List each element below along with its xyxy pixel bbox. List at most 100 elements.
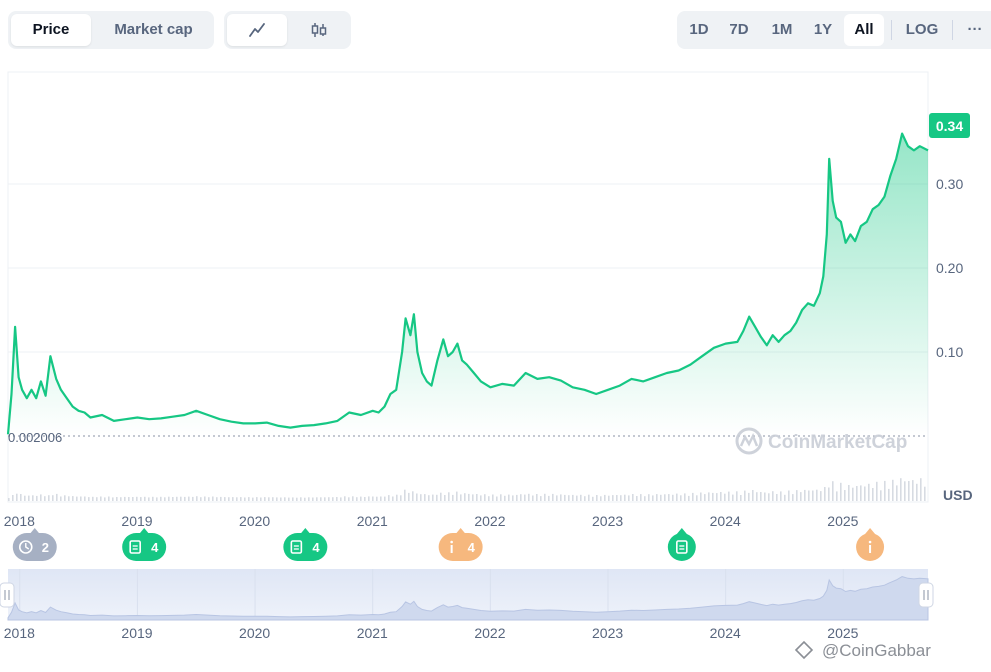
price-marketcap-toggle: Price Market cap <box>8 11 214 49</box>
range-1m-button[interactable]: 1M <box>771 21 793 38</box>
volume-bar <box>292 497 294 501</box>
volume-bar <box>648 494 650 501</box>
line-chart-button[interactable] <box>227 14 287 46</box>
volume-bar <box>752 490 754 501</box>
volume-bar <box>200 497 202 501</box>
volume-bar <box>400 495 402 501</box>
volume-bar <box>384 496 386 501</box>
currency-label: USD <box>943 487 973 503</box>
volume-bar <box>396 494 398 501</box>
volume-bar <box>880 490 882 501</box>
volume-bar <box>492 494 494 501</box>
volume-bar <box>276 497 278 501</box>
volume-bar <box>444 495 446 501</box>
volume-bar <box>452 494 454 501</box>
volume-bar <box>572 494 574 501</box>
volume-bar <box>544 493 546 501</box>
volume-bar <box>688 495 690 501</box>
volume-bar <box>568 495 570 501</box>
event-badge-info[interactable]: 4 <box>438 528 483 561</box>
volume-bar <box>808 490 810 501</box>
range-navigator[interactable] <box>0 569 934 621</box>
volume-bar <box>896 485 898 501</box>
volume-bar <box>244 497 246 501</box>
event-badge-document[interactable]: 4 <box>122 528 167 561</box>
volume-bar <box>148 497 150 501</box>
event-badge-info[interactable] <box>856 528 885 561</box>
volume-bar <box>788 490 790 501</box>
volume-bar <box>188 496 190 501</box>
volume-bar <box>460 494 462 501</box>
volume-bar <box>920 478 922 501</box>
volume-bar <box>76 496 78 501</box>
coinmarketcap-watermark: CoinMarketCap <box>735 427 907 455</box>
more-options-button[interactable]: ··· <box>967 21 983 38</box>
volume-bar <box>64 495 66 501</box>
event-badge-document[interactable]: 4 <box>283 528 328 561</box>
x-tick-label: 2020 <box>239 513 270 529</box>
volume-bar <box>324 497 326 501</box>
volume-bar <box>888 488 890 501</box>
range-7d-button[interactable]: 7D <box>729 21 749 38</box>
volume-bar <box>552 493 554 501</box>
navigator-right-handle[interactable] <box>918 582 934 608</box>
event-badge-history[interactable]: 2 <box>12 528 57 561</box>
range-1d-button[interactable]: 1D <box>689 21 709 38</box>
volume-bar <box>96 497 98 501</box>
volume-bar <box>644 496 646 501</box>
volume-bar <box>48 495 50 501</box>
volume-bar <box>108 496 110 501</box>
volume-bar <box>356 497 358 501</box>
volume-bar <box>296 497 298 501</box>
volume-bar <box>736 491 738 501</box>
volume-bar <box>100 496 102 501</box>
volume-bar <box>520 494 522 501</box>
y-axis: 0.10 0.20 0.30 <box>936 176 963 360</box>
price-line <box>6 132 929 435</box>
volume-bar <box>280 497 282 501</box>
navigator-left-handle[interactable] <box>0 582 15 608</box>
volume-bar <box>680 495 682 501</box>
volume-bar <box>832 481 834 501</box>
volume-bar <box>584 496 586 501</box>
info-icon <box>868 540 872 553</box>
event-markers: 2 4 4 4 <box>12 528 885 561</box>
volume-bar <box>380 496 382 501</box>
volume-bar <box>536 494 538 501</box>
navigator-x-tick-label: 2023 <box>592 625 623 641</box>
volume-bar <box>484 494 486 501</box>
volume-bar <box>628 495 630 501</box>
volume-bar <box>140 497 142 501</box>
volume-bar <box>548 495 550 501</box>
volume-bar <box>512 495 514 501</box>
range-all-button[interactable]: All <box>844 14 884 46</box>
volume-bar <box>348 497 350 501</box>
volume-bar <box>784 494 786 501</box>
volume-bar <box>576 495 578 501</box>
volume-bar <box>844 490 846 501</box>
range-1y-button[interactable]: 1Y <box>813 21 833 38</box>
volume-bar <box>640 494 642 501</box>
volume-bar <box>224 497 226 501</box>
chart-style-toggle <box>224 11 351 49</box>
price-tab[interactable]: Price <box>11 14 91 46</box>
event-count: 4 <box>312 540 320 555</box>
history-icon <box>18 540 33 554</box>
volume-bar <box>664 494 666 501</box>
volume-bar <box>464 493 466 501</box>
volume-bar <box>900 478 902 501</box>
volume-bar <box>540 496 542 501</box>
volume-bar <box>84 496 86 501</box>
volume-bar <box>104 497 106 501</box>
candlestick-button[interactable] <box>290 14 348 46</box>
market-cap-tab[interactable]: Market cap <box>114 21 193 38</box>
volume-bar <box>332 497 334 501</box>
volume-bar <box>164 497 166 501</box>
log-scale-button[interactable]: LOG <box>905 21 939 38</box>
volume-bar <box>672 494 674 501</box>
volume-bar <box>232 497 234 501</box>
volume-bar <box>128 497 130 501</box>
event-badge-document[interactable] <box>667 528 696 561</box>
volume-bar <box>744 490 746 501</box>
